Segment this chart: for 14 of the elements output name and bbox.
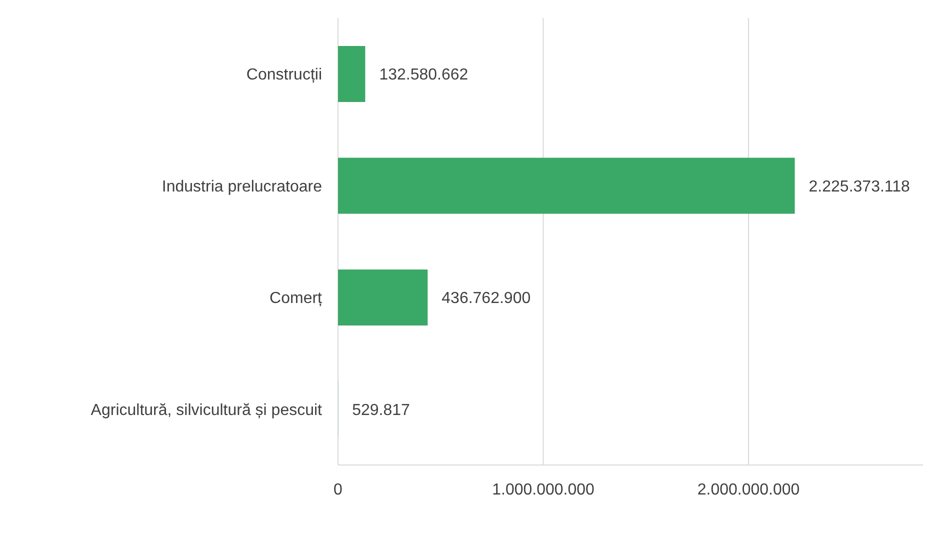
y-tick-label: Industria prelucratoare (162, 178, 322, 196)
data-label: 2.225.373.118 (808, 178, 910, 196)
y-tick-label: Construcții (246, 66, 322, 84)
y-tick-label: Agricultură, silvicultură și pescuit (90, 402, 323, 419)
x-tick-label: 2.000.000.000 (697, 481, 800, 498)
bar (338, 158, 795, 214)
x-tick-label: 1.000.000.000 (492, 481, 595, 498)
y-tick-label: Comerț (270, 290, 323, 308)
bar (338, 269, 428, 326)
bar (338, 46, 366, 102)
data-label: 132.580.662 (379, 66, 468, 84)
x-tick-label: 0 (334, 481, 343, 498)
data-label: 436.762.900 (442, 290, 531, 308)
data-label: 529.817 (352, 402, 410, 419)
